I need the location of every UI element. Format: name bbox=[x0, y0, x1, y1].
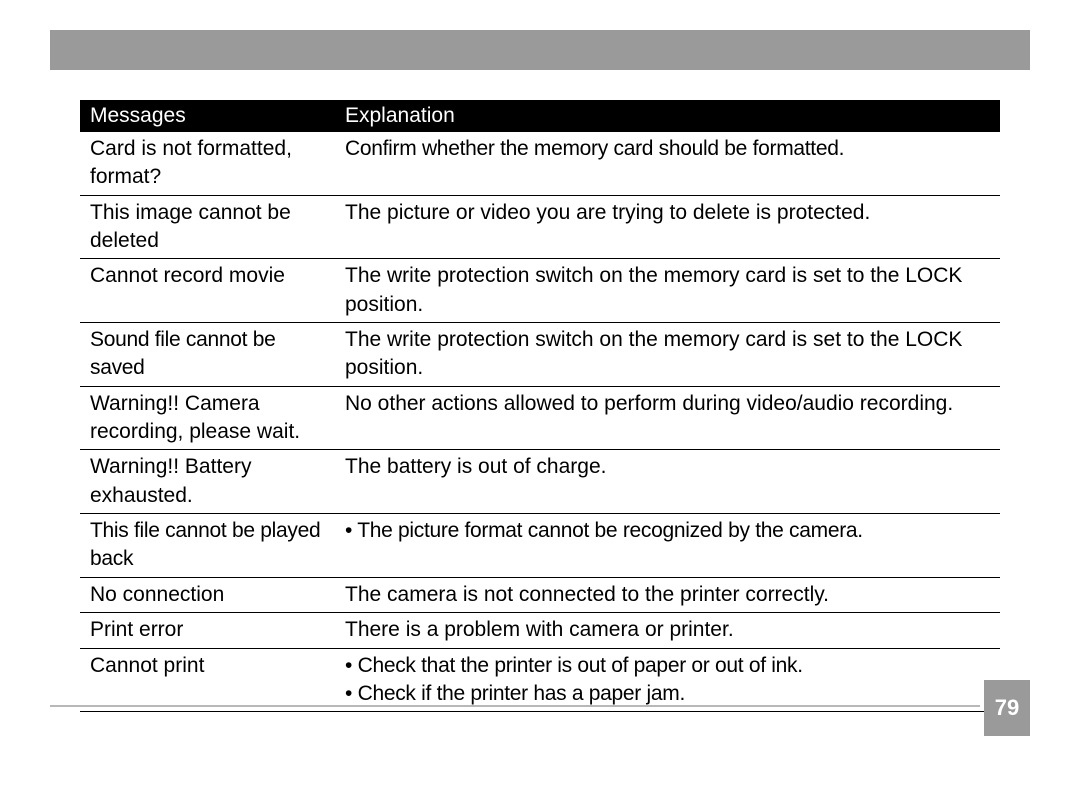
message-cell: This file cannot be played back bbox=[80, 514, 335, 578]
explanation-bullets: The picture format cannot be recognized … bbox=[345, 517, 994, 545]
message-cell: Card is not formatted, format? bbox=[80, 132, 335, 195]
table-header-row: Messages Explanation bbox=[80, 100, 1000, 132]
table-row: Sound file cannot be savedThe write prot… bbox=[80, 323, 1000, 387]
explanation-cell: No other actions allowed to perform duri… bbox=[335, 386, 1000, 450]
table-row: Print errorThere is a problem with camer… bbox=[80, 613, 1000, 648]
explanation-cell: The battery is out of charge. bbox=[335, 450, 1000, 514]
explanation-cell: The picture format cannot be recognized … bbox=[335, 514, 1000, 578]
message-cell: Print error bbox=[80, 613, 335, 648]
bullet-item: The picture format cannot be recognized … bbox=[345, 517, 994, 545]
explanation-cell: Check that the printer is out of paper o… bbox=[335, 648, 1000, 712]
manual-page: Messages Explanation Card is not formatt… bbox=[0, 0, 1080, 785]
messages-table-wrap: Messages Explanation Card is not formatt… bbox=[80, 100, 1000, 712]
header-messages: Messages bbox=[80, 100, 335, 132]
table-row: Cannot record movieThe write protection … bbox=[80, 259, 1000, 323]
message-cell: Warning!! Battery exhausted. bbox=[80, 450, 335, 514]
message-cell: Cannot record movie bbox=[80, 259, 335, 323]
bullet-item: Check if the printer has a paper jam. bbox=[345, 680, 994, 708]
table-row: This file cannot be played back The pictu… bbox=[80, 514, 1000, 578]
bullet-item: Check that the printer is out of paper o… bbox=[345, 652, 994, 680]
table-row: Warning!! Camera recording, please wait.… bbox=[80, 386, 1000, 450]
page-number-badge: 79 bbox=[984, 680, 1030, 736]
table-row: Cannot print Check that the printer is ou… bbox=[80, 648, 1000, 712]
messages-table: Messages Explanation Card is not formatt… bbox=[80, 100, 1000, 712]
explanation-cell: There is a problem with camera or printe… bbox=[335, 613, 1000, 648]
explanation-cell: The picture or video you are trying to d… bbox=[335, 195, 1000, 259]
table-body: Card is not formatted, format?Confirm wh… bbox=[80, 132, 1000, 712]
message-cell: Warning!! Camera recording, please wait. bbox=[80, 386, 335, 450]
footer-rule bbox=[50, 705, 980, 707]
message-cell: Cannot print bbox=[80, 648, 335, 712]
header-bar bbox=[50, 30, 1030, 70]
explanation-cell: The camera is not connected to the print… bbox=[335, 577, 1000, 612]
message-cell: This image cannot be deleted bbox=[80, 195, 335, 259]
explanation-bullets: Check that the printer is out of paper o… bbox=[345, 652, 994, 709]
message-cell: No connection bbox=[80, 577, 335, 612]
table-row: Warning!! Battery exhausted.The battery … bbox=[80, 450, 1000, 514]
page-number: 79 bbox=[995, 695, 1019, 721]
table-row: Card is not formatted, format?Confirm wh… bbox=[80, 132, 1000, 195]
table-row: No connectionThe camera is not connected… bbox=[80, 577, 1000, 612]
header-explanation: Explanation bbox=[335, 100, 1000, 132]
explanation-cell: Confirm whether the memory card should b… bbox=[335, 132, 1000, 195]
table-row: This image cannot be deletedThe picture … bbox=[80, 195, 1000, 259]
message-cell: Sound file cannot be saved bbox=[80, 323, 335, 387]
explanation-cell: The write protection switch on the memor… bbox=[335, 323, 1000, 387]
explanation-cell: The write protection switch on the memor… bbox=[335, 259, 1000, 323]
